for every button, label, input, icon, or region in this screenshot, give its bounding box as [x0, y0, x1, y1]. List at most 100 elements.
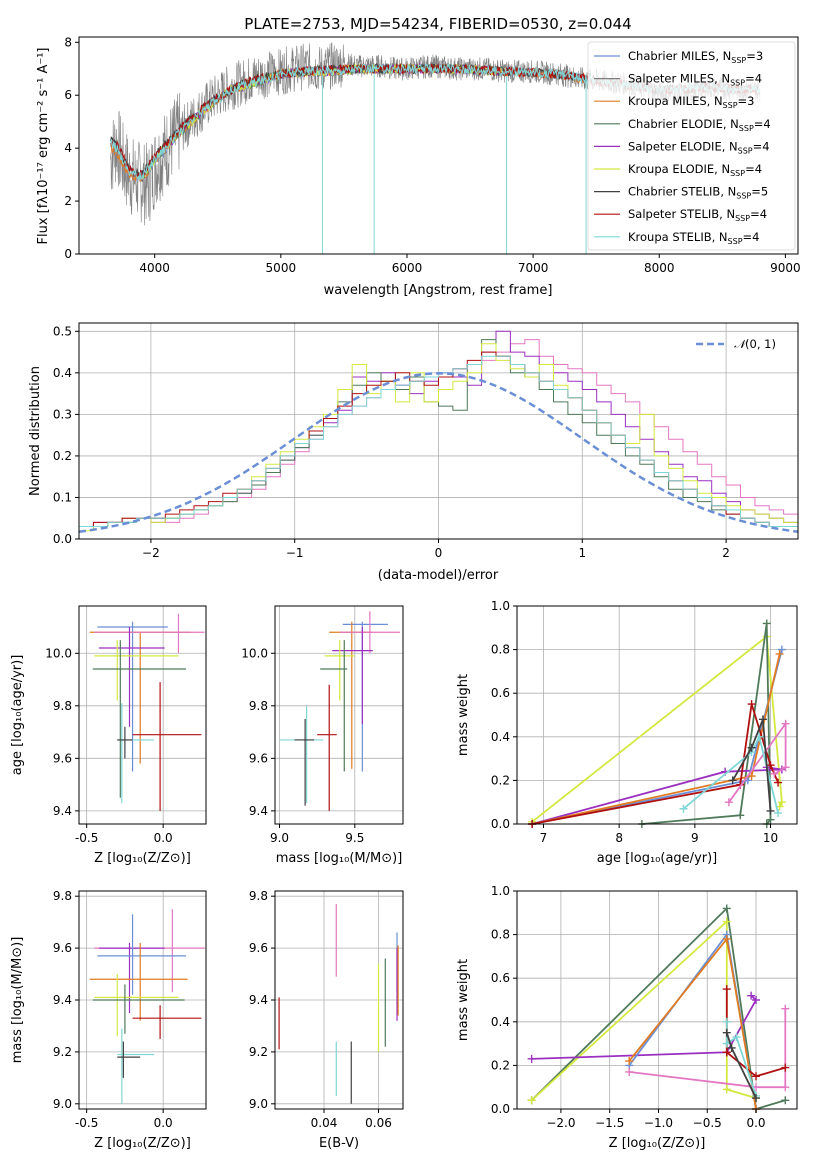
spectrum-ylabel: Flux [fλ10⁻¹⁷ erg cm⁻² s⁻¹ A⁻¹] [36, 48, 51, 245]
y-tick-label: 9.4 [53, 993, 72, 1007]
error-bar-point [94, 640, 179, 701]
residual-histogram [79, 355, 799, 531]
weight-vs-age-panel: 7 8 9 10 0.0 0.2 0.4 0.6 0.8 1.0 age [log₁₀(age/yr… [456, 599, 798, 866]
error-bar-point [324, 640, 355, 701]
y-axis-label: mass [log₁₀(M/M⊙)] [10, 937, 25, 1064]
plus-marker [728, 776, 737, 785]
y-tick-label: 1.0 [491, 884, 510, 898]
error-bar-point [117, 1041, 141, 1078]
error-bar-point [94, 613, 205, 654]
x-tick-label: −0.5 [693, 1116, 722, 1130]
y-tick-label: 9.8 [53, 699, 72, 713]
spectrum-xlabel: wavelength [Angstrom, rest frame] [324, 283, 553, 298]
y-tick-label: 9.6 [53, 941, 72, 955]
legend-entry-label: Chabrier STELIB, NSSP=5 [628, 185, 768, 201]
plus-marker [736, 811, 745, 820]
plus-marker [747, 743, 756, 752]
age-vs-mass-panel: 9.0 9.5 9.4 9.6 9.8 10.0 mass [log₁₀(M/M⊙)] [241, 605, 404, 866]
y-axis-label: mass weight [456, 674, 471, 756]
y-tick-label: 0.2 [491, 1058, 510, 1072]
plus-marker [766, 815, 775, 824]
x-tick-label: 9 [691, 831, 699, 845]
plus-marker [724, 798, 733, 807]
x-axis-label: E(B-V) [319, 1136, 359, 1151]
error-bar-point [339, 611, 400, 654]
legend-entry-label: Salpeter ELODIE, NSSP=4 [628, 139, 770, 155]
x-tick-label: 0.0 [746, 1116, 765, 1130]
y-tick-label: 9.4 [53, 804, 72, 818]
plus-marker [781, 1004, 790, 1013]
plus-marker [747, 772, 756, 781]
error-bar-point [92, 984, 185, 1034]
y-tick-label: 6 [64, 88, 72, 102]
plus-marker [781, 1083, 790, 1092]
x-tick-label: 0.0 [154, 831, 173, 845]
gaussian-curve [78, 372, 799, 533]
plus-marker [722, 985, 731, 994]
error-bar-point [132, 1005, 202, 1039]
plus-marker [625, 1067, 634, 1076]
plus-marker [766, 806, 775, 815]
mass-vs-ebv-panel: 0.04 0.06 9.0 9.2 9.4 9.6 9.8 E(B-V) [249, 889, 404, 1151]
y-tick-label: 0.8 [491, 643, 510, 657]
legend-entry-label: Kroupa STELIB, NSSP=4 [628, 230, 759, 246]
x-tick-label: −1.5 [595, 1116, 624, 1130]
x-tick-label: 6000 [392, 261, 423, 275]
y-tick-label: 8 [64, 35, 72, 49]
plus-marker [732, 1033, 741, 1042]
error-bar-point [97, 621, 168, 772]
error-bar-point [294, 718, 315, 806]
x-tick-label: 9.0 [270, 831, 289, 845]
y-tick-label: 4 [64, 141, 72, 155]
y-tick-label: 1.0 [491, 599, 510, 613]
plus-marker [527, 1096, 536, 1105]
plus-marker [774, 809, 783, 818]
weight-series [625, 1004, 790, 1092]
y-tick-label: 10.0 [241, 646, 268, 660]
error-bar-point [117, 726, 133, 759]
plus-marker [722, 1028, 731, 1037]
y-tick-label: 0.2 [53, 449, 72, 463]
mass-vs-metallicity-panel: -0.5 0.0 9.0 9.2 9.4 9.6 9.8 Z [log₁₀(Z/Z⊙)] mas… [10, 889, 207, 1151]
y-tick-label: 0.0 [53, 532, 72, 546]
y-tick-label: 0.4 [491, 730, 510, 744]
x-axis-label: Z [log₁₀(Z/Z⊙)] [94, 851, 191, 866]
y-axis-label: mass weight [456, 959, 471, 1041]
legend-entry-label: Kroupa ELODIE, NSSP=4 [628, 162, 762, 178]
x-tick-label: -0.5 [75, 831, 98, 845]
plus-marker [727, 1043, 736, 1052]
y-tick-label: 0.5 [53, 324, 72, 338]
x-tick-label: 10 [763, 831, 778, 845]
legend-entry-label: Chabrier ELODIE, NSSP=4 [628, 117, 771, 133]
y-tick-label: 2 [64, 194, 72, 208]
y-tick-label: 9.6 [249, 751, 268, 765]
weight-series [724, 719, 790, 807]
error-bar-point [97, 914, 187, 995]
plus-marker [777, 645, 786, 654]
plus-marker [752, 996, 761, 1004]
x-tick-label: −2 [142, 546, 160, 560]
plus-marker [762, 619, 771, 628]
figure-title: PLATE=2753, MJD=54234, FIBERID=0530, z=0… [244, 15, 631, 33]
y-tick-label: 0.4 [491, 1015, 510, 1029]
plus-marker [679, 804, 688, 813]
residual-xlabel: (data-model)/error [378, 568, 499, 583]
y-tick-label: 10.0 [45, 646, 72, 660]
x-tick-label: 2 [722, 546, 730, 560]
x-tick-label: 8 [615, 831, 623, 845]
x-tick-label: 9.5 [345, 831, 364, 845]
y-tick-label: 9.8 [249, 889, 268, 903]
x-tick-label: 7 [540, 831, 548, 845]
error-bar-point [132, 682, 202, 811]
residual-ylabel: Normed distribution [28, 366, 43, 496]
x-axis-label: age [log₁₀(age/yr)] [597, 851, 718, 866]
plus-marker [722, 1048, 731, 1057]
x-tick-label: 9000 [770, 261, 801, 275]
error-bar-point [98, 942, 165, 1013]
x-axis-label: Z [log₁₀(Z/Z⊙)] [94, 1136, 191, 1151]
plus-marker [781, 1063, 790, 1072]
plus-marker [527, 1054, 536, 1063]
y-tick-label: 9.8 [249, 699, 268, 713]
plus-marker [775, 649, 784, 658]
